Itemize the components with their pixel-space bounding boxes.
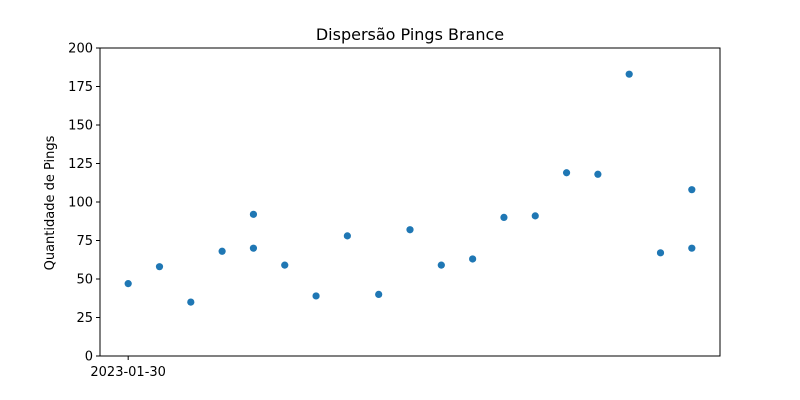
data-points — [124, 70, 696, 306]
data-point — [155, 263, 164, 271]
y-tick-label: 100 — [68, 196, 93, 211]
y-tick-label: 50 — [76, 273, 93, 288]
data-point — [562, 169, 571, 177]
y-tick-label: 75 — [76, 234, 93, 249]
data-point — [187, 298, 195, 306]
y-tick-label: 175 — [68, 80, 93, 95]
data-point — [281, 261, 289, 269]
data-point — [594, 170, 602, 178]
data-point — [375, 290, 383, 298]
data-point — [688, 244, 696, 252]
y-tick-label: 125 — [68, 157, 93, 172]
y-tick-label: 25 — [76, 311, 93, 326]
data-point — [500, 213, 508, 221]
data-point — [531, 212, 539, 220]
y-axis-label: Quantidade de Pings — [43, 135, 58, 270]
y-axis-ticks: 0 25 50 75 100 125 150 175 200 — [68, 42, 100, 365]
x-tick-label: 2023-01-30 — [90, 365, 166, 380]
data-point — [656, 249, 665, 257]
data-point — [312, 292, 320, 300]
x-axis-ticks: 2023-01-30 — [90, 356, 166, 380]
y-tick-label: 150 — [68, 119, 93, 134]
data-point — [469, 255, 477, 263]
data-point — [218, 247, 226, 255]
chart-title: Dispersão Pings Brance — [316, 25, 504, 44]
y-tick-label: 200 — [68, 42, 93, 57]
data-point — [249, 210, 258, 218]
data-point — [406, 226, 414, 234]
data-point — [249, 244, 258, 252]
data-point — [343, 232, 351, 240]
data-point — [625, 70, 633, 78]
data-point — [437, 261, 445, 269]
y-tick-label: 0 — [85, 350, 93, 365]
plot-frame — [99, 47, 721, 357]
data-point — [124, 280, 132, 288]
data-point — [688, 186, 696, 194]
